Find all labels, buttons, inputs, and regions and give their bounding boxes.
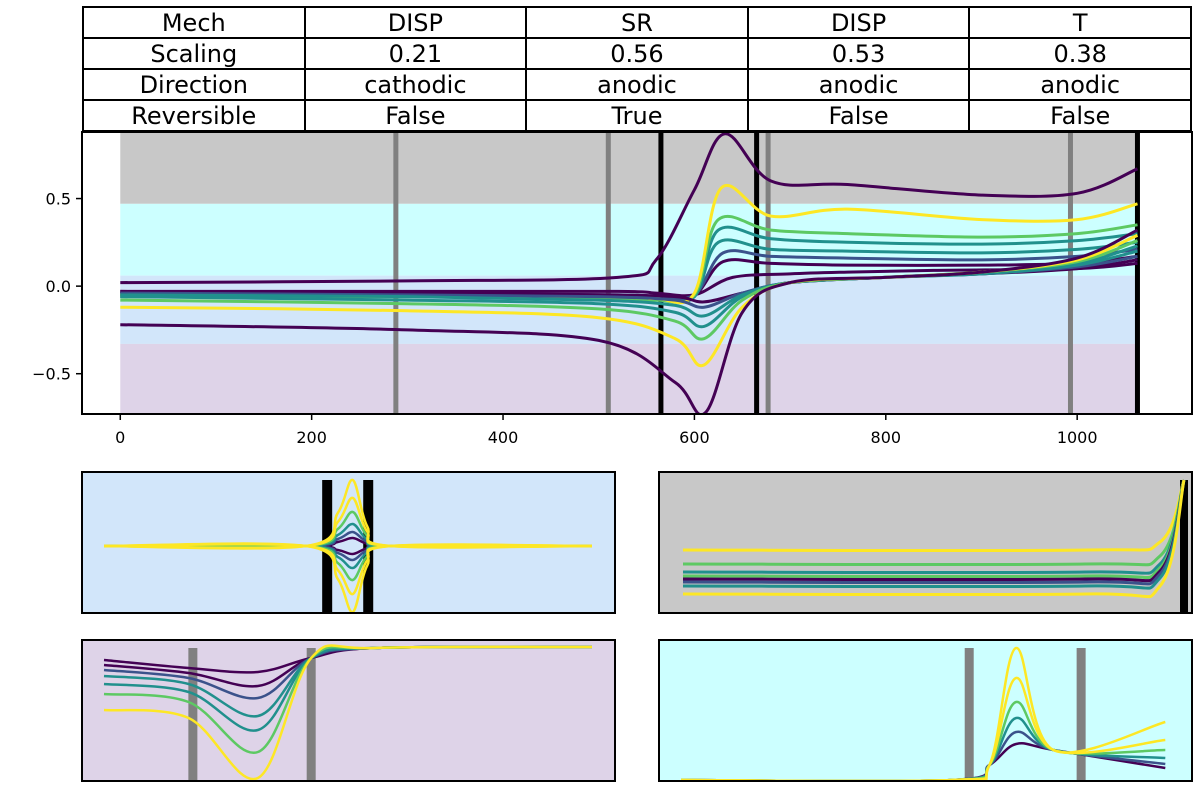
y-tick-label: 0.0: [46, 277, 71, 296]
panel-marker-line: [188, 648, 198, 781]
series-line: [120, 249, 1138, 318]
y-tick-label: −0.5: [32, 365, 71, 384]
series-line: [120, 228, 1139, 414]
table-row: Scaling 0.21 0.56 0.53 0.38: [82, 37, 1192, 70]
table-cell: Direction: [82, 68, 306, 101]
table-cell: False: [303, 99, 528, 132]
black-marker-line: [1134, 132, 1140, 414]
table-cell: cathodic: [303, 68, 528, 101]
panel-background: [82, 640, 615, 781]
series-line: [120, 132, 1139, 285]
plot-area: [120, 132, 1140, 414]
series-line: [120, 261, 1138, 298]
panel-frame: [658, 639, 1193, 782]
table-cell: anodic: [525, 68, 749, 101]
table-cell: True: [525, 99, 749, 132]
panel-series-line: [103, 644, 593, 781]
y-tick-label: 0.5: [46, 190, 71, 209]
subplot-blue: [81, 471, 616, 614]
panel-series-line: [682, 479, 1186, 567]
panel-area: [82, 640, 615, 781]
panel-area: [659, 640, 1192, 781]
table-cell: Mech: [82, 6, 306, 39]
potential-band: [120, 343, 1138, 414]
panel-area: [659, 472, 1192, 613]
subplot-cyan: [658, 639, 1193, 782]
gray-marker-line: [1067, 132, 1073, 414]
table-cell: T: [968, 6, 1192, 39]
table-cell: anodic: [746, 68, 971, 101]
plot-frame: [81, 131, 1193, 415]
panel-marker-line: [306, 648, 316, 781]
x-tick-label: 0: [115, 428, 125, 447]
x-tick-label: 800: [871, 428, 902, 447]
panel-series-line: [682, 479, 1186, 599]
panel-background: [659, 472, 1192, 613]
x-tick-label: 600: [679, 428, 710, 447]
mechanism-table: Mech DISP SR DISP T Scaling 0.21 0.56 0.…: [82, 6, 1192, 132]
gray-marker-line: [393, 132, 399, 414]
panel-series-line: [682, 479, 1186, 553]
table-cell: Reversible: [82, 99, 306, 132]
panel-marker-line: [964, 648, 974, 781]
table-row: Mech DISP SR DISP T: [82, 6, 1192, 39]
panel-area: [82, 472, 615, 613]
table-cell: Scaling: [82, 37, 306, 70]
table-cell: SR: [525, 6, 749, 39]
black-marker-line: [658, 132, 664, 414]
table-cell: False: [968, 99, 1192, 132]
table-cell: 0.21: [303, 37, 528, 70]
gray-marker-line: [605, 132, 611, 414]
table-row: Reversible False True False False: [82, 99, 1192, 132]
table-cell: DISP: [303, 6, 528, 39]
panel-frame: [81, 639, 616, 782]
panel-series-line: [680, 646, 1166, 781]
panel-series-line: [103, 478, 593, 550]
potential-band: [120, 132, 1138, 204]
panel-frame: [81, 471, 616, 614]
subplot-gray: [658, 471, 1193, 614]
x-tick-label: 1000: [1057, 428, 1098, 447]
table-row: Direction cathodic anodic anodic anodic: [82, 68, 1192, 101]
table-cell: anodic: [968, 68, 1192, 101]
main-plot: 0 200 400 600 800 1000 −0.5 0.0 0.5: [32, 131, 1193, 447]
subplot-purple: [81, 639, 616, 782]
panel-frame: [658, 471, 1193, 614]
table-cell: 0.38: [968, 37, 1192, 70]
panel-marker-line: [1076, 648, 1086, 781]
x-tick-label: 200: [296, 428, 327, 447]
black-marker-line: [754, 132, 760, 414]
table-cell: False: [746, 99, 971, 132]
x-tick-label: 400: [488, 428, 519, 447]
table-cell: DISP: [746, 6, 971, 39]
table-cell: 0.53: [746, 37, 971, 70]
table-cell: 0.56: [525, 37, 749, 70]
panel-marker-line: [1180, 480, 1189, 613]
